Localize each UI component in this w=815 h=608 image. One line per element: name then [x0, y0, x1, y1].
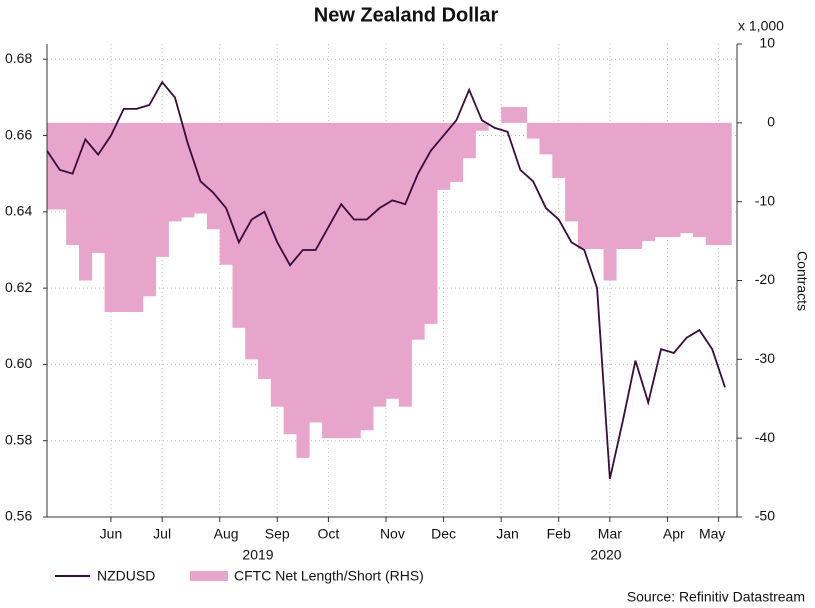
area-step [258, 122, 272, 380]
area-step [309, 122, 323, 423]
area-step [386, 122, 400, 399]
year-label: 2020 [590, 547, 621, 563]
area-step [283, 122, 297, 435]
area-step [219, 122, 233, 265]
y-tick-label: 0.58 [5, 431, 32, 447]
y2-tick-label: -40 [755, 429, 775, 445]
area-step [168, 122, 182, 222]
area-step [334, 122, 348, 439]
y2-tick-label: 0 [767, 114, 775, 130]
x-tick-label: Oct [318, 526, 340, 542]
area-step [629, 122, 643, 249]
y2-tick-label: -20 [755, 271, 775, 287]
x-tick-label: Aug [214, 526, 239, 542]
y2-tick-label: 10 [759, 35, 775, 51]
area-step [78, 122, 93, 281]
area-step [718, 122, 732, 246]
area-step [296, 122, 310, 458]
area-step [552, 122, 566, 179]
area-step [66, 122, 80, 246]
area-step [206, 122, 220, 230]
area-step [398, 122, 412, 407]
area-step [232, 122, 246, 328]
area-step [347, 122, 361, 439]
area-step [590, 122, 604, 249]
area-step [322, 122, 336, 439]
x-tick-label: Jul [153, 526, 171, 542]
x-tick-label: Mar [598, 526, 622, 542]
x-tick-label: Nov [380, 526, 405, 542]
area-step [616, 122, 630, 249]
area-step [501, 107, 515, 123]
x-tick-label: May [699, 526, 725, 542]
area-step [565, 122, 579, 222]
y2-unit-label: x 1,000 [738, 18, 784, 34]
y-tick-label: 0.62 [5, 279, 32, 295]
area-step [603, 122, 617, 281]
x-tick-label: Apr [663, 526, 685, 542]
area-step [117, 122, 131, 313]
area-step [680, 122, 694, 234]
y2-tick-label: -10 [755, 192, 775, 208]
legend-swatch [190, 571, 228, 581]
area-step [360, 122, 374, 431]
area-step [373, 122, 387, 407]
area-step [462, 122, 476, 159]
source: Source: Refinitiv Datastream [627, 589, 805, 605]
y-tick-label: 0.64 [5, 203, 32, 219]
area-step [667, 122, 681, 238]
area-step [270, 122, 284, 407]
area-step [194, 122, 208, 214]
area-step [526, 122, 540, 139]
chart-title: New Zealand Dollar [314, 4, 499, 26]
x-tick-label: Dec [431, 526, 456, 542]
area-step [47, 122, 54, 210]
area-step [245, 122, 259, 360]
area-step [437, 122, 451, 190]
x-tick-label: Feb [547, 526, 571, 542]
area-step [475, 122, 489, 131]
area-step [155, 122, 169, 257]
area-step [693, 122, 707, 238]
y2-tick-label: -30 [755, 350, 775, 366]
y-tick-label: 0.56 [5, 508, 32, 524]
area-step [104, 122, 118, 313]
area-step [641, 122, 655, 242]
area-step [705, 122, 719, 246]
y-tick-label: 0.68 [5, 50, 32, 66]
area-step [53, 122, 67, 210]
line [46, 80, 726, 480]
y-tick-label: 0.60 [5, 355, 32, 371]
x-tick-label: Jun [100, 526, 123, 542]
area-step [424, 122, 438, 324]
area-step [539, 122, 553, 155]
area-step [130, 122, 144, 313]
area-step [411, 122, 425, 340]
area-step [142, 122, 157, 297]
area-step [449, 122, 464, 182]
area-step [181, 122, 195, 218]
legend-label: CFTC Net Length/Short (RHS) [234, 568, 424, 584]
y2-axis-title: Contracts [794, 251, 810, 311]
legend-label: NZDUSD [97, 568, 155, 584]
area-step [577, 122, 591, 249]
y2-tick-label: -50 [755, 508, 775, 524]
area-step [91, 122, 105, 253]
year-label: 2019 [242, 547, 273, 563]
area-step [654, 122, 668, 238]
x-tick-label: Sep [265, 526, 290, 542]
area-step [513, 107, 528, 123]
y-tick-label: 0.66 [5, 126, 32, 142]
x-tick-label: Jan [496, 526, 519, 542]
